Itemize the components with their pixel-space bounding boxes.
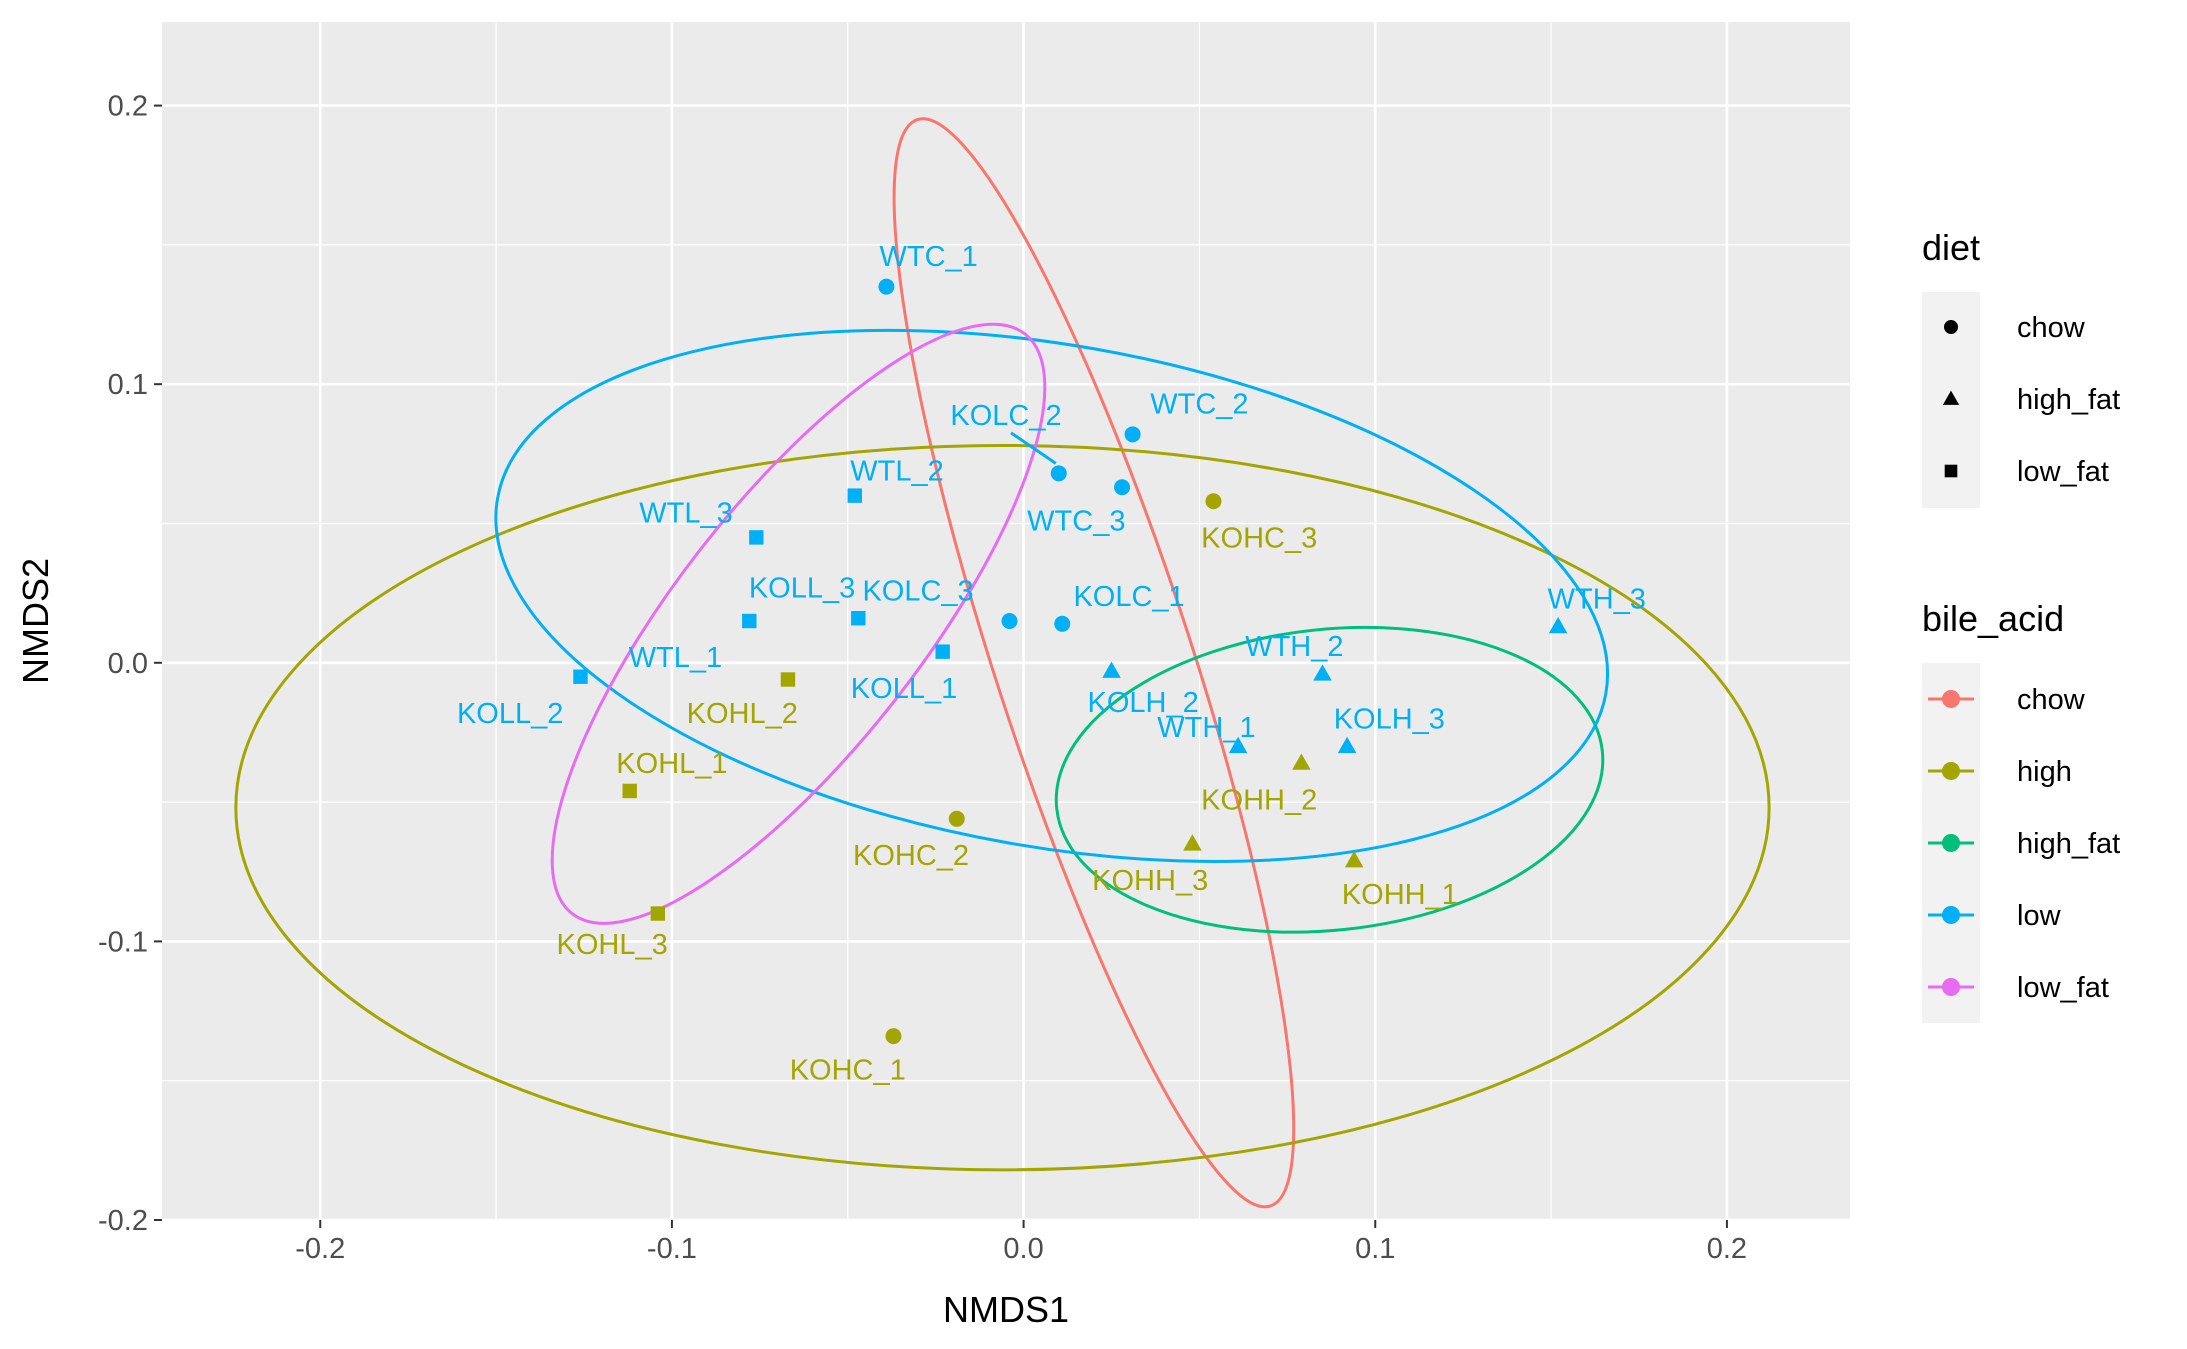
legend-key-high_fat — [1942, 390, 1960, 405]
data-points — [573, 278, 1568, 1045]
point-KOLC_3 — [1001, 613, 1018, 629]
point-KOLL_3 — [742, 613, 757, 629]
y-tick-label: -0.2 — [98, 1205, 148, 1237]
point-label-KOLL_2: KOLL_2 — [457, 698, 563, 730]
point-label-WTC_1: WTC_1 — [879, 241, 977, 273]
point-label-KOLH_2: KOLH_2 — [1088, 687, 1199, 719]
legend-label-bile-low: low — [2017, 900, 2062, 932]
point-label-KOLL_1: KOLL_1 — [851, 673, 957, 705]
ellipse-high_fat — [1054, 625, 1605, 934]
point-label-KOLC_1: KOLC_1 — [1073, 581, 1184, 613]
point-KOHC_1 — [885, 1028, 902, 1045]
point-label-WTH_2: WTH_2 — [1245, 631, 1343, 663]
legend-dot-chow — [1942, 690, 1960, 708]
point-label-WTL_2: WTL_2 — [850, 456, 943, 488]
point-KOLH_2 — [1102, 661, 1121, 678]
legend-label-diet-low_fat: low_fat — [2017, 456, 2109, 488]
point-WTL_2 — [847, 488, 862, 503]
point-KOHL_2 — [780, 672, 796, 687]
point-WTH_1 — [1228, 736, 1248, 754]
point-KOLL_2 — [573, 669, 588, 684]
point-KOHC_2 — [948, 810, 965, 827]
ellipse-low_fat — [550, 322, 1047, 925]
legend-label-diet-high_fat: high_fat — [2017, 384, 2120, 416]
legend-dot-high — [1942, 762, 1960, 780]
point-label-WTL_3: WTL_3 — [639, 497, 732, 529]
point-label-KOLL_3: KOLL_3 — [749, 573, 855, 605]
point-label-KOLC_3: KOLC_3 — [862, 575, 973, 607]
y-tick-label: 0.2 — [108, 91, 148, 123]
y-axis-title: NMDS2 — [15, 558, 56, 684]
point-KOHL_1 — [622, 783, 637, 799]
legend-dot-high_fat — [1942, 834, 1960, 852]
point-label-KOHH_1: KOHH_1 — [1342, 879, 1458, 911]
legends: dietchowhigh_fatlow_fatbile_acidchowhigh… — [1922, 227, 2120, 1023]
point-KOLL_1 — [935, 644, 950, 659]
point-WTH_2 — [1313, 664, 1332, 681]
grid-lines — [162, 22, 1850, 1222]
point-WTC_2 — [1124, 426, 1141, 443]
point-label-KOHC_2: KOHC_2 — [853, 840, 969, 872]
label-connector-KOLC_2 — [1010, 431, 1057, 465]
point-label-KOHL_1: KOHL_1 — [616, 748, 727, 780]
legend-label-diet-chow: chow — [2017, 312, 2086, 344]
x-tick-label: 0.2 — [1707, 1233, 1747, 1265]
point-label-KOHL_2: KOHL_2 — [687, 698, 798, 730]
point-label-WTC_2: WTC_2 — [1150, 389, 1248, 421]
point-WTL_1 — [851, 611, 866, 626]
point-labels: WTC_1 WTC_2 WTC_3 KOLC_2 KOLC_3 KOLC_1 WTL_2 WT… — [457, 241, 1646, 1087]
point-label-WTC_3: WTC_3 — [1027, 506, 1125, 538]
legend-label-bile-low_fat: low_fat — [2017, 972, 2109, 1004]
x-axis-title: NMDS1 — [943, 1289, 1069, 1330]
point-label-KOHH_2: KOHH_2 — [1201, 784, 1317, 816]
point-KOHH_3 — [1183, 834, 1202, 851]
point-KOHL_3 — [650, 906, 666, 921]
confidence-ellipses — [234, 117, 1771, 1209]
legend-title-diet: diet — [1922, 227, 1980, 268]
point-label-KOHC_1: KOHC_1 — [790, 1055, 906, 1087]
point-label-KOHC_3: KOHC_3 — [1201, 522, 1317, 554]
x-tick-label: -0.1 — [647, 1233, 697, 1265]
legend-label-bile-chow: chow — [2017, 684, 2086, 716]
legend-dot-low_fat — [1942, 978, 1960, 996]
point-WTC_3 — [1114, 479, 1131, 496]
point-label-KOLH_3: KOLH_3 — [1334, 704, 1445, 736]
point-KOHH_1 — [1344, 851, 1364, 868]
ellipse-chow — [892, 117, 1296, 1209]
point-KOLH_3 — [1337, 736, 1357, 754]
x-tick-label: 0.0 — [1003, 1233, 1043, 1265]
legend-key-chow — [1944, 320, 1958, 334]
point-label-WTL_1: WTL_1 — [629, 642, 722, 674]
point-label-KOHL_3: KOHL_3 — [557, 929, 668, 961]
x-tick-label: 0.1 — [1355, 1233, 1395, 1265]
point-label-WTH_1: WTH_1 — [1157, 712, 1255, 744]
point-label-KOLC_2: KOLC_2 — [950, 400, 1061, 432]
x-axis-ticks: -0.2 -0.1 0.0 0.1 0.2 — [295, 1220, 1747, 1265]
legend-dot-low — [1942, 906, 1960, 924]
legend-title-bile-acid: bile_acid — [1922, 598, 2064, 639]
point-WTC_1 — [878, 278, 895, 295]
legend-key-low_fat — [1944, 464, 1958, 478]
ellipse-high — [234, 443, 1771, 1172]
point-WTH_3 — [1548, 616, 1568, 634]
point-KOLC_2 — [1050, 465, 1067, 482]
point-WTL_3 — [749, 530, 764, 545]
x-tick-label: -0.2 — [295, 1233, 345, 1265]
y-tick-label: -0.1 — [98, 926, 148, 958]
point-KOLC_1 — [1054, 615, 1071, 632]
point-KOHC_3 — [1205, 493, 1222, 510]
point-label-WTH_3: WTH_3 — [1548, 584, 1646, 616]
y-tick-label: 0.0 — [108, 648, 148, 680]
y-tick-label: 0.1 — [108, 369, 148, 401]
legend-label-bile-high: high — [2017, 756, 2072, 788]
legend-label-bile-high_fat: high_fat — [2017, 828, 2120, 860]
y-axis-ticks: -0.2 -0.1 0.0 0.1 0.2 — [98, 91, 162, 1237]
point-KOHH_2 — [1292, 753, 1311, 770]
ellipse-low — [494, 328, 1610, 863]
point-label-KOHH_3: KOHH_3 — [1092, 865, 1208, 897]
